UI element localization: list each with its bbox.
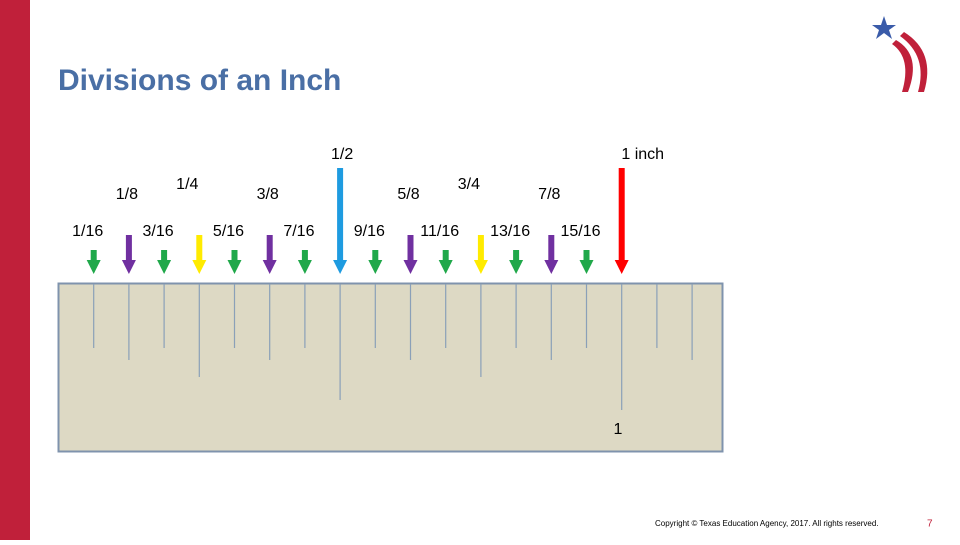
arrow-shaft: [583, 250, 590, 262]
arrow-head: [86, 260, 101, 274]
side-bar: [0, 0, 30, 540]
arrow-shaft: [477, 235, 484, 262]
arrow-shaft: [301, 250, 308, 262]
arrow-shaft: [407, 235, 414, 262]
division-label: 5/8: [397, 186, 419, 203]
arrow-shaft: [231, 250, 238, 262]
arrow-shaft: [337, 168, 344, 262]
division-label: 3/8: [257, 186, 279, 203]
arrow-head: [297, 260, 312, 274]
arrow-head: [579, 260, 594, 274]
arrow-head: [192, 260, 207, 274]
arrow-head: [509, 260, 524, 274]
arrow-head: [438, 260, 453, 274]
logo: [872, 16, 928, 92]
arrow-head: [403, 260, 418, 274]
arrow-shaft: [513, 250, 520, 262]
arrow-shaft: [90, 250, 97, 262]
arrow-head: [121, 260, 136, 274]
arrow-shaft: [125, 235, 132, 262]
division-label: 9/16: [354, 223, 385, 240]
division-label: 3/16: [143, 223, 174, 240]
arrow-shaft: [372, 250, 379, 262]
arrow-shaft: [442, 250, 449, 262]
division-label: 1/2: [331, 146, 353, 163]
arrow-head: [473, 260, 488, 274]
arrow-shaft: [266, 235, 273, 262]
arrow-head: [614, 260, 629, 274]
arrow-head: [227, 260, 242, 274]
division-label: 1/4: [176, 176, 198, 193]
arrow-head: [333, 260, 348, 274]
division-label: 7/16: [283, 223, 314, 240]
arrow-shaft: [548, 235, 555, 262]
arrow-shaft: [618, 168, 625, 262]
copyright: Copyright © Texas Education Agency, 2017…: [655, 519, 879, 528]
page-number: 7: [927, 519, 933, 530]
division-label: 11/16: [420, 223, 459, 240]
division-label: 5/16: [213, 223, 244, 240]
arrow-shaft: [196, 235, 203, 262]
arrow-head: [544, 260, 559, 274]
division-label: 1/8: [116, 186, 138, 203]
division-label: 1/16: [72, 223, 103, 240]
division-label: 3/4: [458, 176, 480, 193]
ruler-label: 1: [614, 421, 623, 438]
arrow-head: [262, 260, 277, 274]
arrow-shaft: [161, 250, 168, 262]
division-label: 1 inch: [621, 146, 664, 163]
arrow-head: [157, 260, 172, 274]
arrow-head: [368, 260, 383, 274]
division-label: 15/16: [560, 223, 600, 240]
ruler: [57, 282, 724, 453]
title: Divisions of an Inch: [58, 64, 341, 97]
division-label: 7/8: [538, 186, 560, 203]
division-label: 13/16: [490, 223, 530, 240]
